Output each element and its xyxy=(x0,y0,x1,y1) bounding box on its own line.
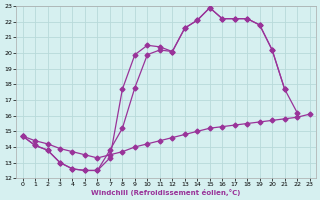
X-axis label: Windchill (Refroidissement éolien,°C): Windchill (Refroidissement éolien,°C) xyxy=(92,189,241,196)
